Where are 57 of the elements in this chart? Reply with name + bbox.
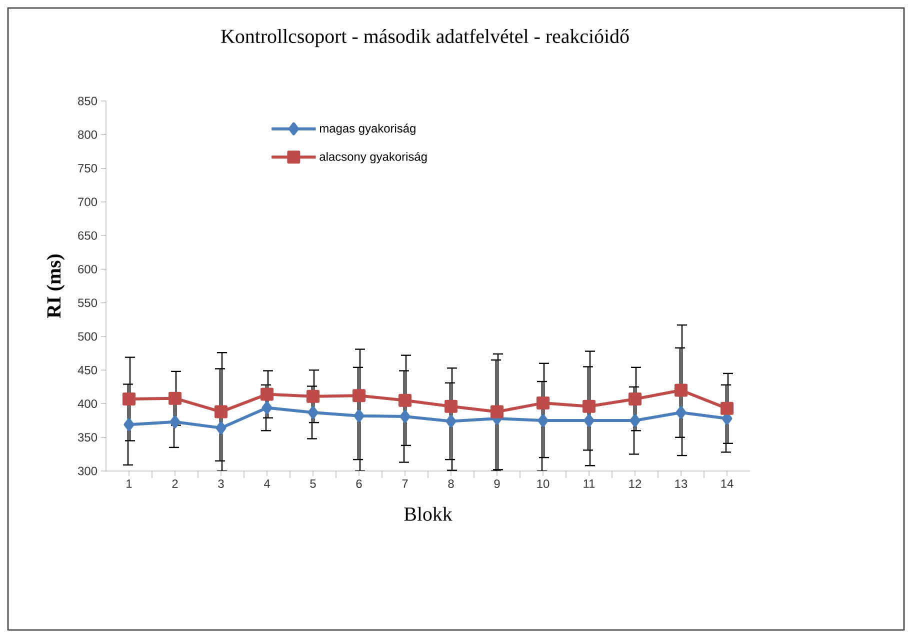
y-tick-label: 450	[78, 366, 98, 374]
x-tick-label: 5	[310, 480, 316, 488]
y-tick-label: 800	[78, 130, 98, 139]
y-tick-label: 700	[78, 198, 98, 206]
point	[260, 388, 274, 401]
x-tick-label: 2	[172, 480, 178, 488]
x-tick-label: 6	[356, 480, 362, 488]
point	[720, 402, 734, 415]
x-tick-label: 13	[675, 480, 688, 488]
x-tick-label: 4	[264, 480, 270, 488]
x-tick-label: 1	[126, 480, 132, 488]
x-tick-label: 12	[629, 480, 642, 488]
point	[124, 418, 134, 432]
legend-label: magas gyakoriság	[320, 124, 416, 135]
point	[122, 392, 136, 406]
y-tick-label: 850	[78, 96, 98, 106]
point	[170, 415, 180, 428]
point	[400, 410, 410, 424]
y-axis-title: RI (ms)	[46, 254, 65, 318]
point	[446, 414, 456, 428]
x-tick-label: 9	[494, 480, 500, 488]
point	[676, 406, 686, 419]
x-tick-label: 8	[448, 480, 454, 488]
point	[168, 392, 182, 405]
point	[584, 414, 594, 428]
y-tick-label: 550	[78, 298, 98, 308]
point	[216, 421, 226, 434]
point	[490, 405, 504, 418]
y-tick-label: 600	[78, 264, 98, 274]
x-axis-title: Blokk	[404, 506, 452, 521]
y-tick-label: 650	[78, 231, 98, 240]
y-tick-label: 350	[78, 433, 98, 442]
point	[444, 400, 458, 413]
point	[306, 390, 320, 403]
x-tick-label: 3	[218, 480, 224, 488]
point	[582, 400, 596, 413]
y-tick-label: 400	[78, 399, 98, 408]
point	[352, 389, 366, 402]
y-tick-label: 750	[78, 164, 98, 172]
point	[308, 406, 318, 419]
point	[262, 401, 272, 414]
x-tick-label: 7	[402, 480, 408, 488]
point	[214, 405, 228, 418]
point	[354, 409, 364, 422]
chart-title: Kontrollcsoport - második adatfelvétel - reakcióidő	[221, 28, 629, 48]
y-tick-label: 300	[78, 466, 98, 476]
x-tick-label: 14	[721, 480, 734, 488]
point	[398, 394, 412, 407]
point	[536, 396, 550, 410]
x-tick-label: 11	[584, 480, 595, 488]
x-tick-label: 10	[537, 480, 550, 488]
y-tick-label: 500	[78, 332, 98, 341]
point	[630, 414, 640, 428]
legend-label: alacsony gyakoriság	[320, 152, 427, 164]
point	[674, 384, 688, 397]
point	[538, 414, 548, 428]
point	[628, 392, 642, 406]
